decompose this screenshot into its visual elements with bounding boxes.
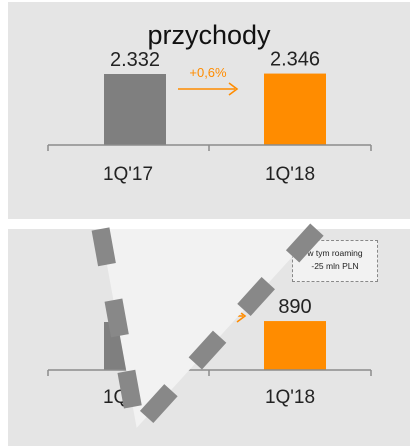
- bar-current: [264, 73, 326, 145]
- change-label: +0,6%: [189, 65, 227, 80]
- revenue-chart: przychody 2.332 2.346 1Q'17 1Q'18 +0,6%: [47, 20, 372, 185]
- bar-value-label: 2.332: [110, 49, 160, 71]
- bar-value-label: 2.346: [270, 49, 320, 71]
- change-arrow: [178, 82, 239, 96]
- annotation-line: -25 mln PLN: [311, 261, 359, 271]
- x-tick-label: 1Q'18: [265, 164, 315, 185]
- bar-value-label: 890: [278, 296, 311, 318]
- bar-previous: [104, 74, 166, 145]
- chart-title: przychody: [147, 20, 271, 50]
- annotation-line: w tym roaming: [307, 248, 363, 258]
- x-tick-label: 1Q'17: [103, 164, 153, 185]
- revenue-chart-panel: przychody 2.332 2.346 1Q'17 1Q'18 +0,6%: [8, 2, 410, 219]
- ebitda-chart-panel: EBITDA 873890 1Q'17 1Q'18 +2,0% w tym ro…: [8, 222, 410, 447]
- bar-current: [264, 321, 326, 370]
- x-tick-label: 1Q'18: [265, 387, 315, 408]
- annotation-tail: [91, 222, 325, 447]
